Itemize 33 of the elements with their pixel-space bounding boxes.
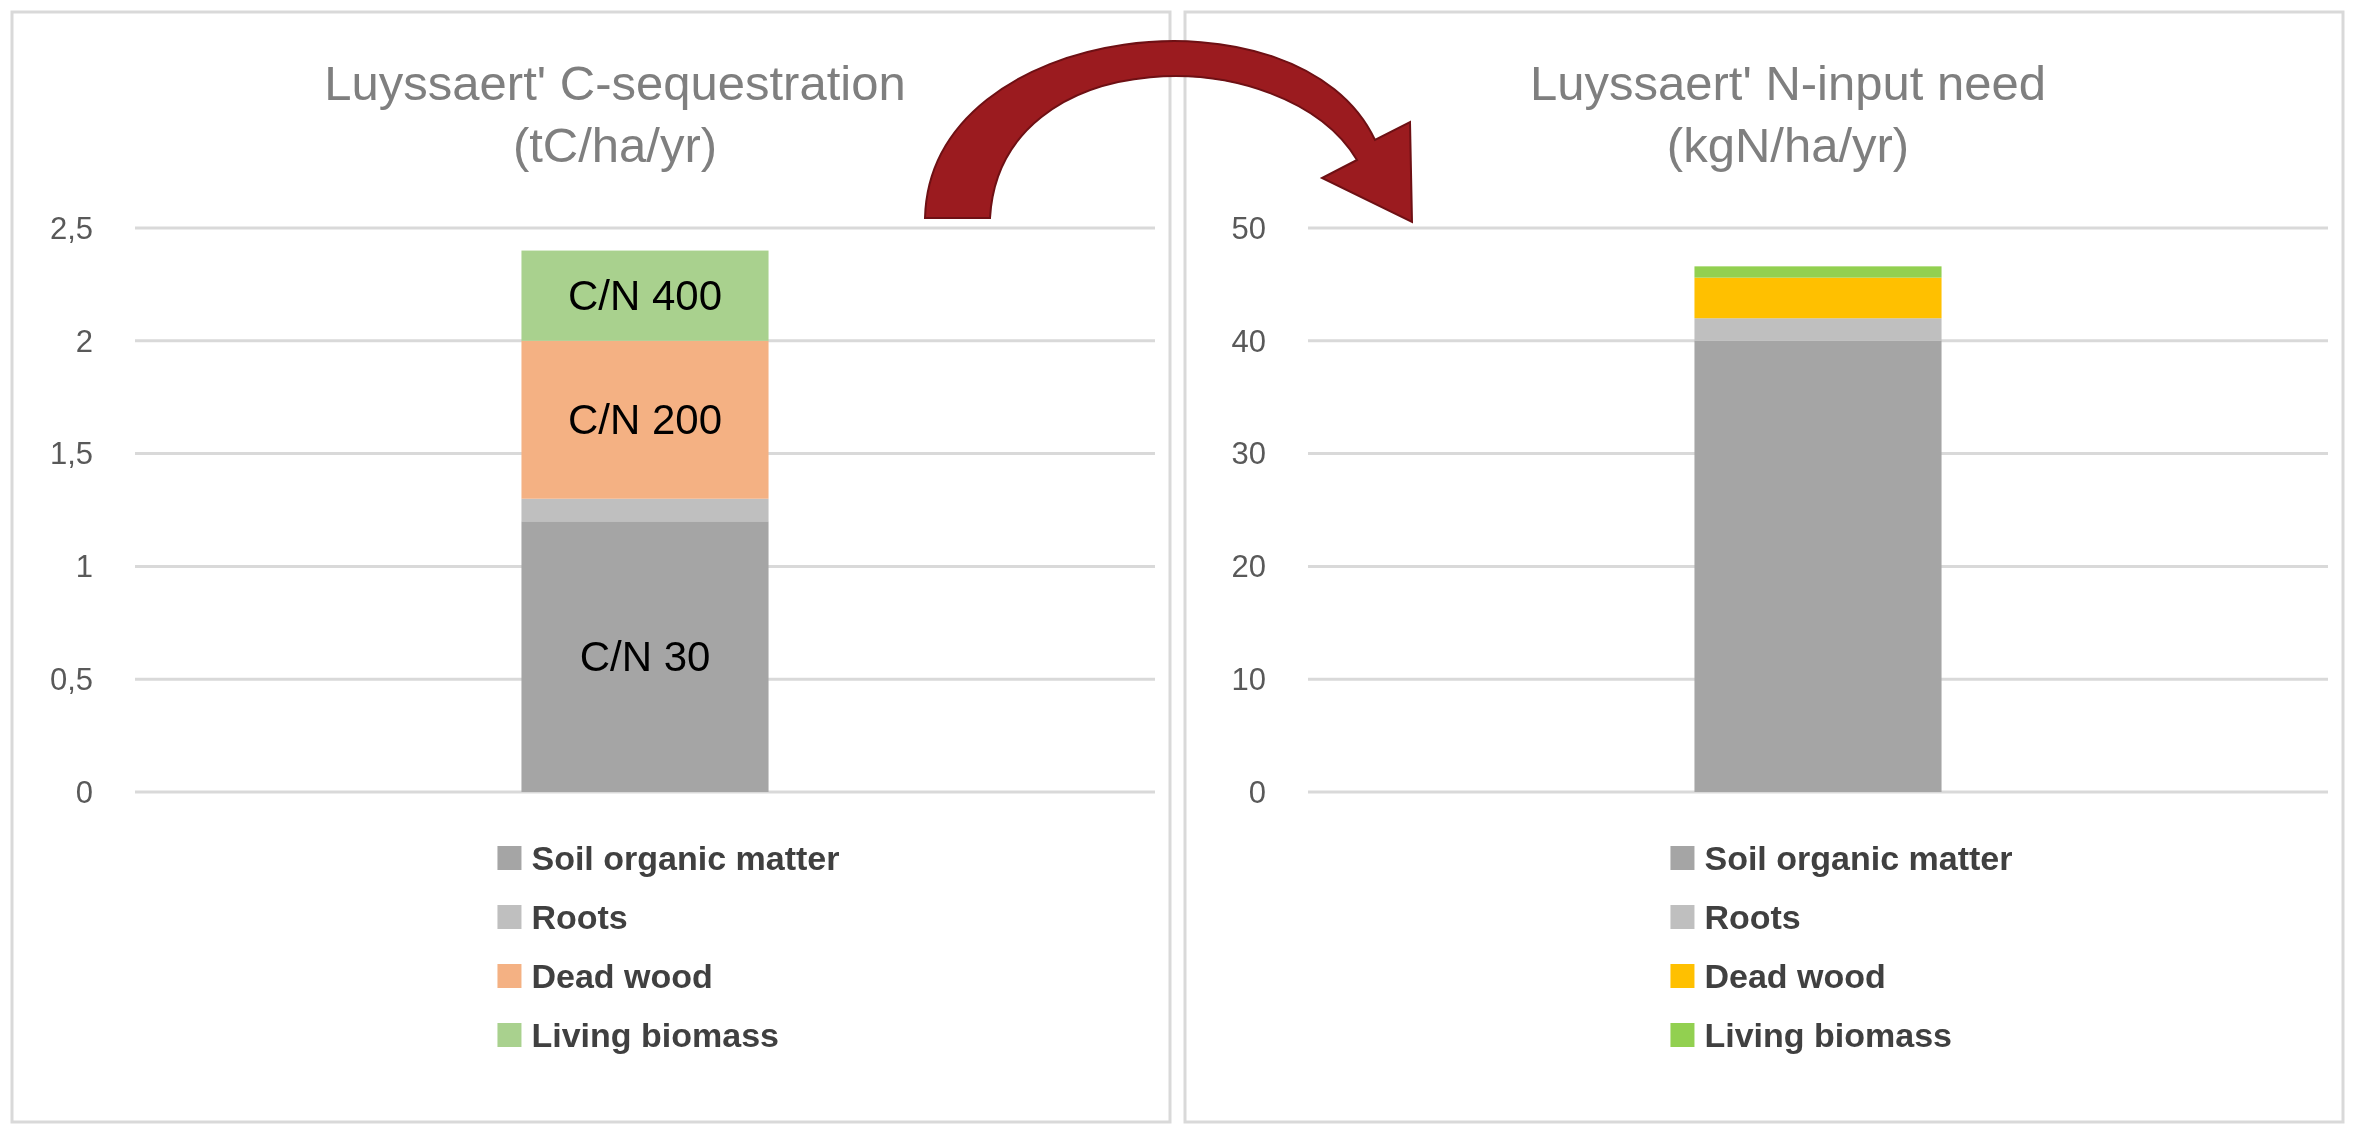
bar (521, 340, 769, 499)
y-tick-label: 2 (75, 323, 93, 359)
y-tick-label: 1 (75, 549, 93, 585)
legend-label: Soil organic matter (531, 838, 840, 877)
y-tick-label: 2,5 (49, 210, 93, 246)
y-tick-label: 1,5 (49, 436, 93, 472)
legend-label: Soil organic matter (1704, 838, 2013, 877)
data-label: C/N 400 (567, 272, 723, 320)
legend-label: Dead wood (531, 956, 713, 995)
bar (1694, 318, 1942, 341)
y-tick-label: 50 (1231, 210, 1266, 246)
y-tick-label: 40 (1231, 323, 1266, 359)
y-tick-label: 0,5 (49, 662, 93, 698)
legend-label: Living biomass (1704, 1015, 1952, 1054)
legend-label: Roots (1704, 897, 1801, 936)
data-label: C/N 200 (567, 396, 723, 444)
data-label: C/N 30 (579, 633, 711, 681)
bar (1694, 277, 1942, 319)
legend-label: Dead wood (1704, 956, 1886, 995)
bar (1694, 266, 1942, 278)
chart-title: Luyssaert' C-sequestration (tC/ha/yr) (324, 56, 906, 172)
y-tick-label: 0 (75, 774, 93, 810)
y-tick-label: 0 (1248, 774, 1266, 810)
y-tick-label: 20 (1231, 549, 1266, 585)
y-tick-label: 30 (1231, 436, 1266, 472)
bar (521, 250, 769, 341)
legend-label: Living biomass (531, 1015, 779, 1054)
y-tick-label: 10 (1231, 662, 1266, 698)
bar (521, 521, 769, 792)
legend-label: Roots (531, 897, 628, 936)
bar (521, 498, 769, 522)
chart-title: Luyssaert' N-input need (kgN/ha/yr) (1530, 56, 2046, 172)
bar (1694, 340, 1942, 792)
